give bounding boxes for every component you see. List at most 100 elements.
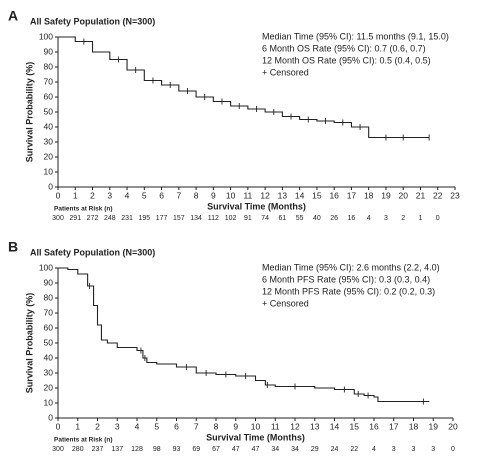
x-tick-label: 3 xyxy=(115,421,120,431)
at-risk-count: 55 xyxy=(296,215,304,222)
y-tick-label: 20 xyxy=(44,382,54,392)
at-risk-count: 26 xyxy=(330,215,338,222)
at-risk-count: 157 xyxy=(173,215,185,222)
y-axis-label: Survival Probability (%) xyxy=(24,62,34,163)
x-tick-label: 11 xyxy=(243,190,252,200)
at-risk-count: 47 xyxy=(232,446,240,453)
x-tick-label: 4 xyxy=(135,421,140,431)
at-risk-count: 300 xyxy=(52,215,64,222)
at-risk-count: 29 xyxy=(311,446,319,453)
at-risk-count: 34 xyxy=(271,446,279,453)
y-tick-label: 90 xyxy=(44,277,54,287)
at-risk-count: 137 xyxy=(111,446,123,453)
at-risk-count: 237 xyxy=(92,446,104,453)
annotation: 6 Month PFS Rate (95% CI): 0.3 (0.3, 0.4… xyxy=(262,274,430,284)
annotation: 6 Month OS Rate (95% CI): 0.7 (0.6, 0.7) xyxy=(262,43,426,53)
x-tick-label: 13 xyxy=(278,190,288,200)
at-risk-count: 16 xyxy=(348,215,356,222)
y-tick-label: 0 xyxy=(48,412,53,422)
x-tick-label: 9 xyxy=(211,190,216,200)
y-tick-label: 30 xyxy=(44,367,54,377)
x-tick-label: 7 xyxy=(194,421,199,431)
annotation: + Censored xyxy=(262,67,309,77)
x-tick-label: 15 xyxy=(312,190,322,200)
x-tick-label: 6 xyxy=(174,421,179,431)
y-tick-label: 80 xyxy=(44,61,54,71)
x-tick-label: 19 xyxy=(381,190,391,200)
y-tick-label: 40 xyxy=(44,352,54,362)
at-risk-count: 93 xyxy=(173,446,181,453)
at-risk-count: 24 xyxy=(331,446,339,453)
x-tick-label: 12 xyxy=(290,421,300,431)
x-tick-label: 23 xyxy=(450,190,460,200)
y-tick-label: 20 xyxy=(44,151,54,161)
x-tick-label: 3 xyxy=(107,190,112,200)
at-risk-count: 98 xyxy=(153,446,161,453)
at-risk-count: 61 xyxy=(278,215,286,222)
y-tick-label: 10 xyxy=(44,166,54,176)
y-tick-label: 30 xyxy=(44,136,54,146)
x-tick-label: 8 xyxy=(194,190,199,200)
at-risk-count: 3 xyxy=(431,446,435,453)
at-risk-count: 3 xyxy=(412,446,416,453)
at-risk-count: 1 xyxy=(419,215,423,222)
at-risk-count: 74 xyxy=(261,215,269,222)
chart-title: All Safety Population (N=300) xyxy=(30,16,155,26)
x-tick-label: 20 xyxy=(448,421,458,431)
at-risk-count: 0 xyxy=(451,446,455,453)
annotation: + Censored xyxy=(262,298,309,308)
at-risk-count: 67 xyxy=(212,446,220,453)
at-risk-count: 102 xyxy=(225,215,237,222)
x-tick-label: 0 xyxy=(56,421,61,431)
x-tick-label: 18 xyxy=(409,421,419,431)
at-risk-count: 47 xyxy=(252,446,260,453)
annotation: Median Time (95% CI): 11.5 months (9.1, … xyxy=(262,31,449,41)
x-tick-label: 15 xyxy=(350,421,360,431)
y-tick-label: 90 xyxy=(44,46,54,56)
x-tick-label: 10 xyxy=(251,421,261,431)
y-tick-label: 100 xyxy=(39,262,53,272)
at-risk-count: 177 xyxy=(156,215,168,222)
at-risk-count: 291 xyxy=(69,215,81,222)
at-risk-count: 280 xyxy=(72,446,84,453)
x-tick-label: 20 xyxy=(398,190,408,200)
at-risk-count: 3 xyxy=(392,446,396,453)
x-tick-label: 12 xyxy=(260,190,270,200)
y-tick-label: 10 xyxy=(44,397,54,407)
x-tick-label: 0 xyxy=(56,190,61,200)
at-risk-count: 300 xyxy=(52,446,64,453)
at-risk-count: 69 xyxy=(192,446,200,453)
y-tick-label: 50 xyxy=(44,106,54,116)
at-risk-count: 0 xyxy=(436,215,440,222)
annotation: 12 Month OS Rate (95% CI): 0.5 (0.4, 0.5… xyxy=(262,55,431,65)
at-risk-count: 112 xyxy=(208,215,219,222)
at-risk-count: 134 xyxy=(190,215,202,222)
x-tick-label: 5 xyxy=(154,421,159,431)
at-risk-count: 2 xyxy=(401,215,405,222)
y-tick-label: 80 xyxy=(44,292,54,302)
x-tick-label: 10 xyxy=(226,190,236,200)
x-tick-label: 17 xyxy=(347,190,357,200)
at-risk-count: 22 xyxy=(350,446,358,453)
y-tick-label: 50 xyxy=(44,337,54,347)
x-tick-label: 7 xyxy=(176,190,181,200)
at-risk-count: 3 xyxy=(384,215,388,222)
x-axis-label: Survival Time (Months) xyxy=(207,201,306,211)
y-tick-label: 60 xyxy=(44,322,54,332)
at-risk-count: 231 xyxy=(121,215,133,222)
x-tick-label: 18 xyxy=(364,190,374,200)
x-tick-label: 16 xyxy=(329,190,339,200)
x-tick-label: 5 xyxy=(142,190,147,200)
at-risk-count: 128 xyxy=(131,446,143,453)
at-risk-label: Patients at Risk (n) xyxy=(54,437,113,444)
at-risk-count: 91 xyxy=(244,215,252,222)
y-axis-label: Survival Probability (%) xyxy=(24,293,34,394)
at-risk-count: 248 xyxy=(104,215,116,222)
at-risk-count: 195 xyxy=(138,215,150,222)
x-tick-label: 17 xyxy=(389,421,399,431)
y-tick-label: 70 xyxy=(44,76,54,86)
panel-label: A xyxy=(8,8,18,24)
chart-title: All Safety Population (N=300) xyxy=(30,247,155,257)
x-tick-label: 2 xyxy=(95,421,100,431)
